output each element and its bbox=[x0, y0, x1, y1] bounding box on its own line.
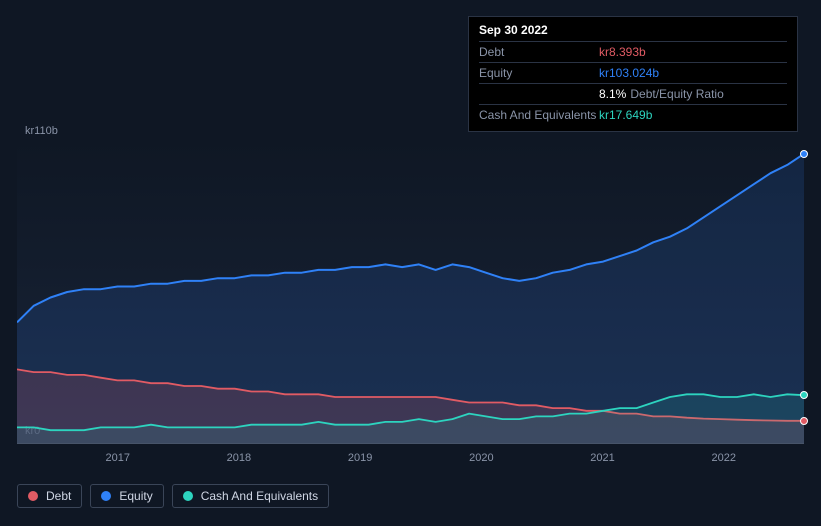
x-tick: 2019 bbox=[348, 452, 372, 464]
tooltip-row-label: Cash And Equivalents bbox=[479, 108, 599, 122]
legend-item-label: Cash And Equivalents bbox=[201, 489, 318, 503]
legend-item-equity[interactable]: Equity bbox=[90, 484, 163, 508]
x-tick: 2021 bbox=[590, 452, 614, 464]
tooltip-row: Cash And Equivalentskr17.649b bbox=[479, 104, 787, 125]
tooltip-row-label: Equity bbox=[479, 66, 599, 80]
tooltip-row-label bbox=[479, 87, 599, 101]
equity-swatch-icon bbox=[101, 491, 111, 501]
chart-legend: Debt Equity Cash And Equivalents bbox=[17, 484, 329, 508]
tooltip-row: Equitykr103.024b bbox=[479, 62, 787, 83]
cash-swatch-icon bbox=[183, 491, 193, 501]
tooltip-row-value: kr103.024b bbox=[599, 66, 659, 80]
legend-item-debt[interactable]: Debt bbox=[17, 484, 82, 508]
tooltip-row-label: Debt bbox=[479, 45, 599, 59]
tooltip-row-value: kr8.393b bbox=[599, 45, 646, 59]
x-tick: 2017 bbox=[105, 452, 129, 464]
tooltip-row: 8.1% Debt/Equity Ratio bbox=[479, 83, 787, 104]
tooltip-date: Sep 30 2022 bbox=[479, 23, 787, 41]
chart-plot-area[interactable] bbox=[17, 140, 804, 444]
chart-tooltip: Sep 30 2022 Debtkr8.393bEquitykr103.024b… bbox=[468, 16, 798, 132]
debt-swatch-icon bbox=[28, 491, 38, 501]
x-axis: 2017 2018 2019 2020 2021 2022 bbox=[17, 448, 804, 468]
tooltip-row-extra: Debt/Equity Ratio bbox=[630, 87, 723, 101]
tooltip-row: Debtkr8.393b bbox=[479, 41, 787, 62]
x-tick: 2022 bbox=[711, 452, 735, 464]
tooltip-row-value: 8.1% bbox=[599, 87, 626, 101]
x-tick: 2018 bbox=[227, 452, 251, 464]
chart-svg bbox=[17, 140, 804, 444]
legend-item-cash[interactable]: Cash And Equivalents bbox=[172, 484, 329, 508]
legend-item-label: Debt bbox=[46, 489, 71, 503]
series-end-marker-equity bbox=[800, 150, 808, 158]
legend-item-label: Equity bbox=[119, 489, 152, 503]
series-end-marker-debt bbox=[800, 417, 808, 425]
x-tick: 2020 bbox=[469, 452, 493, 464]
tooltip-row-value: kr17.649b bbox=[599, 108, 652, 122]
series-end-marker-cash bbox=[800, 391, 808, 399]
y-axis-label-max: kr110b bbox=[25, 125, 58, 137]
